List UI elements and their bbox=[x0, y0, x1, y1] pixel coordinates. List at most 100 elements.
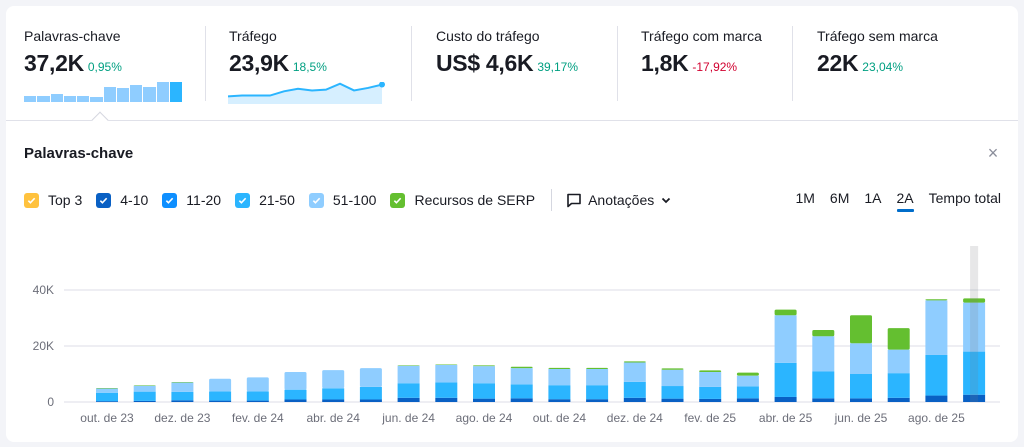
mini-bar bbox=[77, 95, 90, 102]
legend-label: 11-20 bbox=[186, 192, 222, 208]
svg-text:ago. de 25: ago. de 25 bbox=[908, 411, 965, 425]
chart-bar[interactable] bbox=[887, 328, 910, 402]
kpi-strip: Palavras-chave 37,2K 0,95% Tráfego 23,9K 1… bbox=[6, 6, 1018, 121]
chart-bar[interactable] bbox=[963, 298, 986, 402]
legend-toggle[interactable]: 51-100 bbox=[308, 192, 377, 208]
mini-bar bbox=[103, 86, 116, 102]
svg-text:ago. de 24: ago. de 24 bbox=[456, 411, 513, 425]
checkbox-icon[interactable] bbox=[308, 192, 324, 208]
mini-bar bbox=[116, 88, 129, 102]
divider bbox=[792, 26, 793, 101]
comment-icon bbox=[567, 193, 581, 208]
legend-label: 51-100 bbox=[332, 192, 377, 208]
svg-text:40K: 40K bbox=[33, 283, 54, 297]
period-tab-6m[interactable]: 6M bbox=[829, 190, 850, 206]
svg-text:dez. de 24: dez. de 24 bbox=[607, 411, 663, 425]
chart-bar[interactable] bbox=[133, 385, 156, 402]
chart-bar[interactable] bbox=[397, 365, 420, 402]
kpi-value: 1,8K -17,92% bbox=[641, 50, 738, 76]
legend-toggle[interactable]: Top 3 bbox=[24, 192, 82, 208]
checkbox-icon[interactable] bbox=[96, 192, 112, 208]
kpi-label: Tráfego com marca bbox=[641, 28, 762, 44]
checkbox-icon[interactable] bbox=[390, 192, 406, 208]
kpi-traffic[interactable]: Tráfego 23,9K 18,5% bbox=[229, 6, 409, 106]
svg-text:out. de 24: out. de 24 bbox=[533, 411, 587, 425]
period-tab-2a[interactable]: 2A bbox=[896, 190, 914, 212]
legend-toggle[interactable]: 11-20 bbox=[162, 192, 221, 208]
annotations-dropdown[interactable]: Anotações bbox=[566, 192, 678, 208]
chart-bar[interactable] bbox=[548, 367, 571, 402]
kpi-delta: 23,04% bbox=[862, 60, 903, 74]
kpi-value: 23,9K 18,5% bbox=[229, 50, 327, 76]
legend-toggle[interactable]: Recursos de SERP bbox=[390, 192, 535, 208]
mini-bar bbox=[143, 86, 156, 102]
keywords-stacked-bar-chart[interactable]: 0 20K 40K out. de 23 dez. de 23 fev. de 24 abr… bbox=[6, 236, 1018, 436]
chart-bar[interactable] bbox=[774, 309, 797, 402]
divider bbox=[205, 26, 206, 101]
chart-bar[interactable] bbox=[736, 372, 759, 402]
legend-label: Recursos de SERP bbox=[414, 192, 536, 208]
svg-text:abr. de 24: abr. de 24 bbox=[307, 411, 361, 425]
chart-bar[interactable] bbox=[850, 315, 872, 402]
svg-text:jun. de 24: jun. de 24 bbox=[381, 411, 435, 425]
chart-bar[interactable] bbox=[435, 364, 458, 402]
mini-bar bbox=[50, 94, 63, 102]
chart-bar[interactable] bbox=[586, 367, 609, 402]
mini-bar bbox=[90, 97, 103, 102]
mini-bar bbox=[63, 95, 76, 102]
chart-bar[interactable] bbox=[359, 368, 382, 402]
divider bbox=[551, 189, 553, 211]
period-selector: 1M 6M 1A 2A Tempo total bbox=[780, 190, 1001, 212]
checkbox-icon[interactable] bbox=[24, 192, 39, 208]
period-tab-1a[interactable]: 1A bbox=[864, 190, 882, 206]
svg-text:20K: 20K bbox=[33, 339, 54, 353]
divider bbox=[411, 26, 412, 101]
chart-bar[interactable] bbox=[322, 370, 345, 402]
kpi-value: US$ 4,6K 39,17% bbox=[436, 50, 579, 76]
legend-label: 21-50 bbox=[259, 192, 295, 208]
period-tab-tempo-total[interactable]: Tempo total bbox=[928, 190, 1001, 206]
chart-bar[interactable] bbox=[96, 388, 118, 402]
kpi-label: Tráfego sem marca bbox=[817, 28, 938, 44]
checkbox-icon[interactable] bbox=[235, 192, 251, 208]
svg-text:fev. de 24: fev. de 24 bbox=[232, 411, 284, 425]
chart-bar[interactable] bbox=[925, 299, 948, 402]
kpi-delta: 18,5% bbox=[292, 60, 327, 74]
kpi-keywords[interactable]: Palavras-chave 37,2K 0,95% bbox=[24, 6, 204, 106]
close-icon[interactable]: × bbox=[987, 143, 999, 163]
kpi-traffic-cost[interactable]: Custo do tráfego US$ 4,6K 39,17% bbox=[436, 6, 616, 106]
kpi-branded-traffic[interactable]: Tráfego com marca 1,8K -17,92% bbox=[641, 6, 791, 106]
chart-legend: Top 3 4-10 11-20 21-50 51-100 Recursos de SER… bbox=[24, 189, 678, 211]
chart-bar[interactable] bbox=[510, 366, 533, 402]
chart-bar[interactable] bbox=[473, 365, 495, 402]
organic-overview-card: Palavras-chave 37,2K 0,95% Tráfego 23,9K 1… bbox=[6, 6, 1018, 442]
kpi-value: 22K 23,04% bbox=[817, 50, 903, 76]
legend-label: Top 3 bbox=[48, 192, 83, 208]
annotations-label: Anotações bbox=[588, 192, 655, 208]
legend-toggle[interactable]: 4-10 bbox=[96, 192, 148, 208]
kpi-delta: 39,17% bbox=[537, 60, 579, 74]
hover-cursor bbox=[970, 246, 979, 402]
svg-text:fev. de 25: fev. de 25 bbox=[684, 411, 736, 425]
kpi-nonbranded-traffic[interactable]: Tráfego sem marca 22K 23,04% bbox=[817, 6, 997, 106]
kpi-value: 37,2K 0,95% bbox=[24, 50, 122, 76]
chart-bar[interactable] bbox=[246, 377, 269, 402]
checkbox-icon[interactable] bbox=[162, 192, 178, 208]
legend-toggle[interactable]: 21-50 bbox=[235, 192, 295, 208]
svg-text:abr. de 25: abr. de 25 bbox=[759, 411, 813, 425]
chevron-down-icon bbox=[662, 197, 671, 204]
svg-text:out. de 23: out. de 23 bbox=[80, 411, 134, 425]
chart-bar[interactable] bbox=[209, 378, 232, 402]
chart-bar[interactable] bbox=[623, 361, 646, 402]
chart-bar[interactable] bbox=[812, 330, 835, 402]
keywords-mini-bar-chart bbox=[24, 82, 182, 102]
chart-bar[interactable] bbox=[171, 382, 194, 402]
mini-bar bbox=[169, 82, 182, 102]
chart-bar[interactable] bbox=[284, 372, 307, 402]
period-tab-1m[interactable]: 1M bbox=[795, 190, 815, 206]
divider bbox=[617, 26, 618, 101]
section-title: Palavras-chave bbox=[24, 145, 134, 162]
kpi-delta: 0,95% bbox=[87, 60, 122, 74]
chart-bar[interactable] bbox=[699, 370, 722, 402]
chart-bar[interactable] bbox=[661, 368, 684, 402]
